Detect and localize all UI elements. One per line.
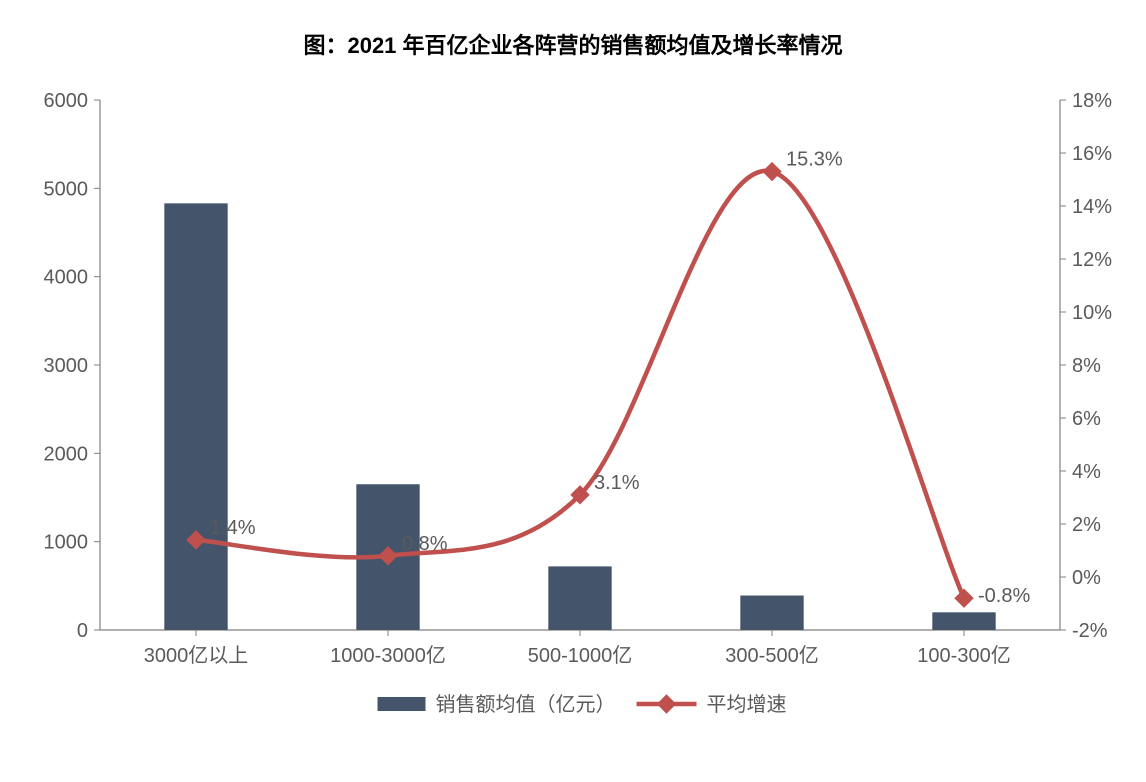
category-label: 100-300亿 [917, 644, 1010, 667]
right-axis-label: 2% [1072, 514, 1101, 536]
legend-bar-label: 销售额均值（亿元） [436, 693, 616, 716]
category-label: 1000-3000亿 [330, 644, 446, 667]
bar [164, 203, 227, 630]
left-axis-label: 4000 [44, 267, 89, 289]
line-marker [763, 163, 781, 181]
right-axis-label: 10% [1072, 302, 1112, 324]
right-axis-label: 14% [1072, 196, 1112, 218]
right-axis-label: 4% [1072, 461, 1101, 483]
line-marker [658, 695, 676, 713]
legend: 销售额均值（亿元） 平均增速 [378, 693, 787, 716]
right-axis-label: 16% [1072, 143, 1112, 165]
category-label: 500-1000亿 [528, 644, 633, 667]
line-value-label: 15.3% [786, 149, 843, 171]
line-marker [955, 589, 973, 607]
right-axis-label: 6% [1072, 408, 1101, 430]
line-value-label: 3.1% [594, 472, 640, 494]
right-axis-label: 8% [1072, 355, 1101, 377]
left-axis-label: 5000 [44, 178, 89, 200]
right-axis-label: 0% [1072, 567, 1101, 589]
legend-bar-swatch [378, 697, 426, 711]
line-value-label: 0.8% [402, 533, 448, 555]
legend-line-label: 平均增速 [707, 693, 787, 716]
line-value-label: 1.4% [210, 517, 256, 539]
bar [740, 596, 803, 630]
growth-line [196, 171, 964, 598]
left-axis-label: 0 [77, 620, 88, 642]
left-axis-label: 2000 [44, 443, 89, 465]
chart-svg: 0 1000 2000 3000 4000 5000 6000 -2% 0% 2% 4% 6% 8% 10… [0, 60, 1146, 780]
bar [932, 612, 995, 630]
chart-title: 图：2021 年百亿企业各阵营的销售额均值及增长率情况 [0, 0, 1146, 60]
left-axis-label: 3000 [44, 355, 89, 377]
left-axis-label: 6000 [44, 90, 89, 112]
right-axis-label: -2% [1072, 620, 1108, 642]
right-axis-label: 12% [1072, 249, 1112, 271]
category-label: 300-500亿 [725, 644, 818, 667]
left-axis-label: 1000 [44, 532, 89, 554]
category-label: 3000亿以上 [144, 644, 249, 667]
line-value-label: -0.8% [978, 585, 1030, 607]
combo-chart: 0 1000 2000 3000 4000 5000 6000 -2% 0% 2% 4% 6% 8% 10… [0, 60, 1146, 780]
bar [548, 566, 611, 630]
right-axis-label: 18% [1072, 90, 1112, 112]
